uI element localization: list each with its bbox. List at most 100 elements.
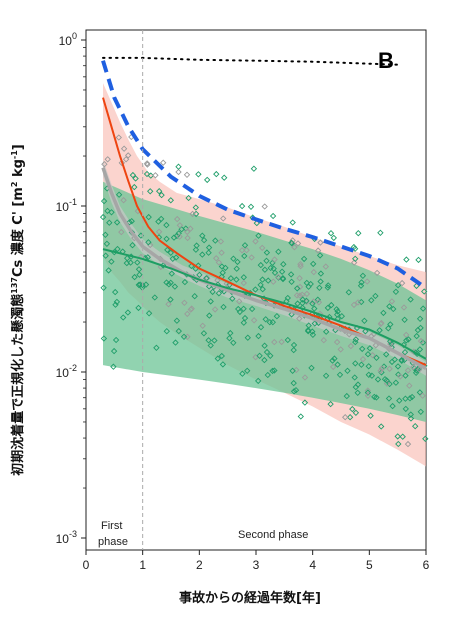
y-axis-label-end: ] bbox=[11, 144, 26, 150]
panel-label: B bbox=[378, 48, 394, 73]
scatter-point bbox=[385, 325, 392, 332]
scatter-point bbox=[346, 414, 354, 421]
scatter-point bbox=[100, 335, 108, 342]
scatter-point bbox=[414, 326, 422, 334]
scatter-point bbox=[398, 357, 405, 364]
y-tick-label: 10-3 bbox=[56, 529, 77, 546]
scatter-point bbox=[209, 288, 216, 296]
scatter-point bbox=[214, 277, 221, 284]
scatter-point bbox=[358, 279, 365, 286]
scatter-point bbox=[123, 259, 130, 267]
scatter-point bbox=[419, 339, 427, 346]
scatter-point bbox=[259, 244, 266, 252]
scatter-point bbox=[163, 279, 170, 286]
scatter-point bbox=[373, 269, 381, 277]
x-tick-label: 0 bbox=[83, 558, 90, 572]
scatter-point bbox=[365, 363, 372, 370]
scatter-point bbox=[217, 238, 225, 245]
scatter-point bbox=[175, 168, 182, 176]
scatter-point bbox=[184, 228, 191, 236]
scatter-point bbox=[299, 291, 306, 298]
scatter-point bbox=[361, 317, 368, 324]
scatter-point bbox=[315, 299, 323, 306]
scatter-point bbox=[212, 237, 219, 244]
scatter-point bbox=[309, 300, 316, 307]
x-tick-label: 1 bbox=[139, 558, 146, 572]
scatter-point bbox=[275, 248, 282, 255]
scatter-point bbox=[192, 246, 200, 253]
scatter-point bbox=[364, 351, 372, 358]
scatter-point bbox=[398, 279, 406, 287]
x-tick-label: 4 bbox=[309, 558, 316, 572]
scatter-point bbox=[352, 255, 359, 262]
scatter-point bbox=[310, 268, 317, 276]
scatter-point bbox=[151, 294, 158, 301]
scatter-point bbox=[403, 331, 410, 339]
scatter-point bbox=[280, 261, 287, 268]
scatter-point bbox=[279, 275, 287, 283]
scatter-point bbox=[104, 156, 111, 163]
scatter-point bbox=[257, 324, 265, 331]
scatter-point bbox=[352, 409, 360, 416]
scatter-point bbox=[104, 207, 111, 215]
scatter-point bbox=[296, 315, 303, 322]
scatter-point bbox=[416, 315, 424, 322]
series-line-1 bbox=[101, 60, 428, 290]
scatter-point bbox=[267, 264, 274, 272]
scatter-point bbox=[391, 356, 398, 363]
scatter-point bbox=[412, 423, 419, 430]
second-phase-label: Second phase bbox=[238, 529, 308, 541]
scatter-point bbox=[219, 361, 227, 368]
scatter-point bbox=[100, 197, 108, 205]
scatter-point bbox=[336, 371, 344, 378]
scatter-point bbox=[103, 240, 111, 247]
x-tick-label: 2 bbox=[196, 558, 203, 572]
scatter-point bbox=[416, 366, 423, 373]
scatter-point bbox=[113, 298, 121, 306]
scatter-point bbox=[248, 254, 255, 261]
scatter-point bbox=[247, 203, 255, 210]
scatter-point bbox=[407, 411, 414, 418]
scatter-point bbox=[240, 305, 247, 312]
scatter-point bbox=[327, 230, 335, 237]
scatter-point bbox=[110, 363, 117, 370]
x-tick-label: 6 bbox=[423, 558, 430, 572]
scatter-point bbox=[401, 349, 409, 356]
y-axis-label-mid: kg bbox=[11, 159, 26, 181]
scatter-point bbox=[226, 335, 233, 342]
scatter-point bbox=[221, 174, 228, 181]
scatter-point bbox=[290, 379, 297, 387]
scatter-point bbox=[416, 346, 424, 353]
scatter-point bbox=[359, 356, 367, 363]
scatter-point bbox=[407, 415, 415, 422]
scatter-point bbox=[169, 255, 176, 262]
scatter-point bbox=[118, 228, 125, 236]
scatter-point bbox=[250, 165, 258, 172]
scatter-point bbox=[380, 309, 387, 317]
scatter-point bbox=[165, 301, 172, 308]
scatter-point bbox=[355, 230, 362, 237]
scatter-point bbox=[240, 274, 247, 281]
scatter-point bbox=[331, 355, 338, 362]
scatter-point bbox=[294, 285, 301, 292]
scatter-point bbox=[333, 306, 340, 313]
scatter-point bbox=[284, 336, 291, 344]
scatter-point bbox=[135, 281, 142, 289]
scatter-point bbox=[218, 249, 225, 256]
scatter-point bbox=[227, 275, 235, 282]
scatter-point bbox=[259, 286, 266, 293]
scatter-point bbox=[257, 261, 264, 269]
scatter-point bbox=[309, 331, 317, 338]
scatter-point bbox=[163, 328, 170, 335]
scatter-point bbox=[388, 298, 396, 305]
scatter-point bbox=[219, 269, 226, 276]
scatter-point bbox=[203, 275, 210, 282]
scatter-point bbox=[291, 244, 298, 251]
y-axis-label-sup: 137 bbox=[10, 277, 19, 294]
scatter-point bbox=[284, 294, 291, 302]
scatter-point bbox=[204, 274, 211, 282]
scatter-point bbox=[399, 433, 406, 440]
scatter-point bbox=[160, 159, 167, 166]
scatter-point bbox=[354, 299, 362, 306]
scatter-point bbox=[317, 270, 325, 277]
